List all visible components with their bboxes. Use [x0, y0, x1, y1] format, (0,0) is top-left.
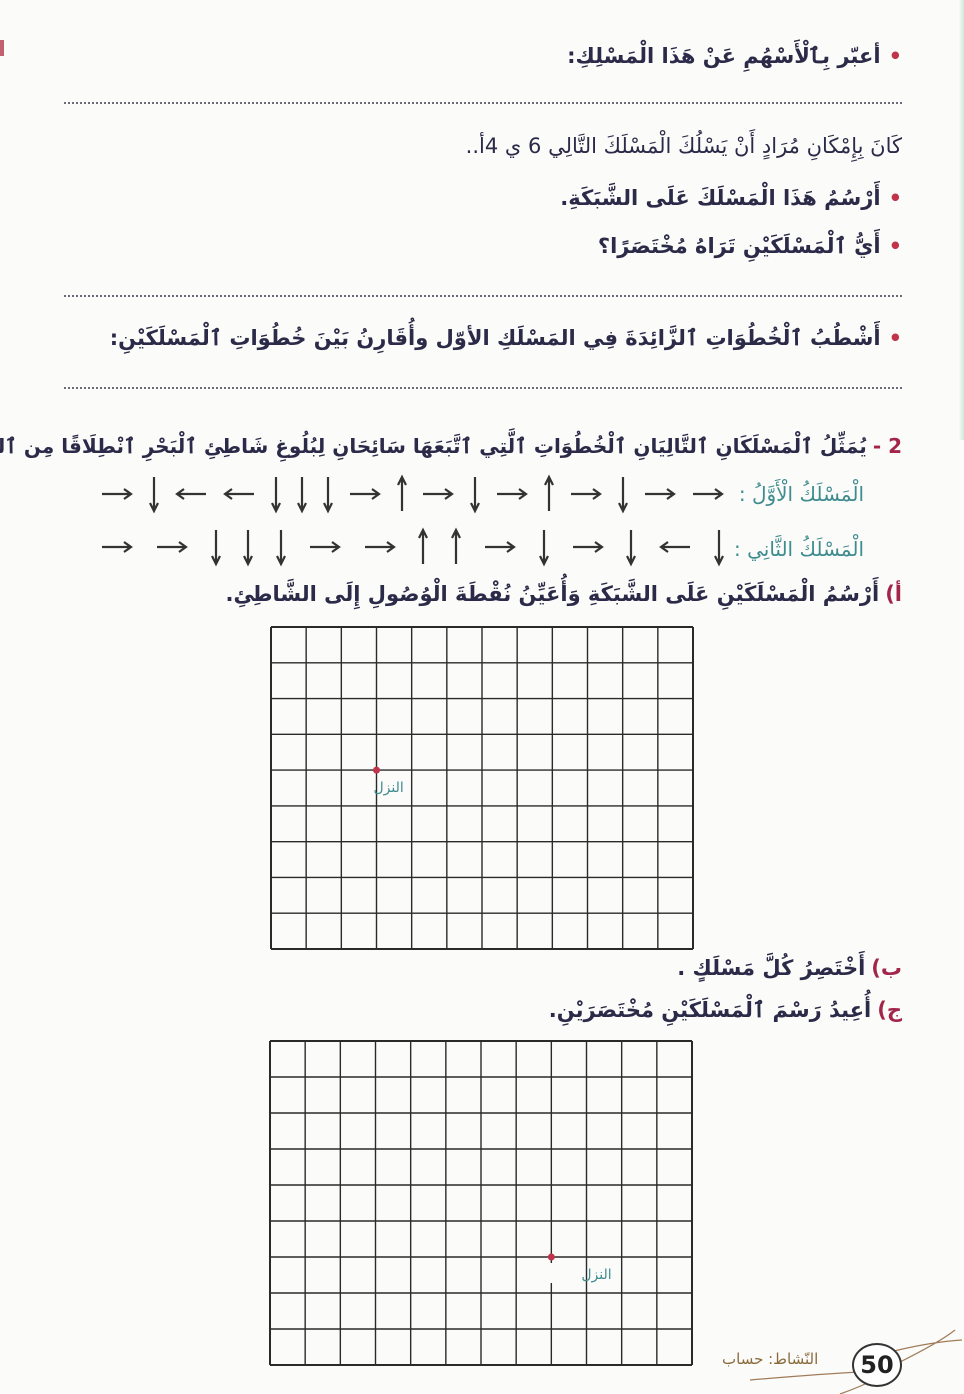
- arrow-right-icon: [309, 541, 341, 553]
- page-edge-tab: [958, 0, 964, 440]
- start-point-dot: [547, 1253, 555, 1261]
- path2-arrows: [100, 527, 725, 567]
- start-label: النزل: [581, 1267, 611, 1283]
- part-text: أَخْتَصِرُ كُلَّ مَسْلَكٍ .: [677, 956, 866, 980]
- answer-line[interactable]: [64, 102, 902, 104]
- bullet-icon: •: [888, 186, 902, 210]
- label-background: [550, 1263, 583, 1283]
- path1-label: الْمَسْلَكُ الْأَوَّلُ :: [738, 482, 864, 506]
- instruction-express-arrows: • أعبّر بِٱلْأَسْهُمِ عَنْ هَذَا الْمَسْل…: [567, 44, 902, 68]
- arrow-right-icon: [693, 488, 724, 500]
- arrow-down-icon: [270, 477, 281, 514]
- part-text: أَرْسُمُ الْمَسْلَكَيْنِ عَلَى الشَّبَكَ…: [225, 582, 880, 606]
- answer-line[interactable]: [64, 295, 902, 297]
- activity-label: النّشاط: حساب: [722, 1350, 819, 1368]
- intro-text: كَانَ بِإِمْكَانِ مُرَادٍ أَنْ يَسْلُكَ …: [465, 134, 902, 158]
- part-b: ب)أَخْتَصِرُ كُلَّ مَسْلَكٍ .: [677, 956, 902, 980]
- footer-decoration: [749, 1329, 963, 1394]
- part-c: ج)أُعِيدُ رَسْمَ ٱلْمَسْلَكَيْنِ مُخْتَص…: [549, 998, 902, 1022]
- instruction-text: أَيُّ ٱلْمَسْلَكَيْنِ تَرَاهُ مُخْتَصَرً…: [597, 234, 881, 258]
- arrow-down-icon: [296, 477, 307, 514]
- grid-1[interactable]: النزل: [270, 626, 694, 950]
- start-label: النزل: [374, 780, 404, 796]
- arrow-down-icon: [148, 477, 159, 514]
- arrow-down-icon: [276, 530, 287, 567]
- arrow-up-icon: [544, 474, 555, 511]
- bullet-icon: •: [888, 44, 902, 68]
- question-text: يُمَثِّلُ ٱلْمَسْلَكَانِ ٱلتَّالِيَانِ ٱ…: [0, 434, 867, 458]
- label-background: [342, 776, 375, 797]
- bullet-icon: •: [888, 234, 902, 258]
- arrow-right-icon: [102, 488, 133, 500]
- instruction-cross-out: • أَشْطُبُ ٱلْخُطُوَاتِ ٱلزَّائِدَةَ فِي …: [110, 326, 902, 350]
- instruction-text: أَرْسُمُ هَذَا الْمَسْلَكَ عَلَى الشَّبَ…: [560, 186, 881, 210]
- part-marker: ب): [871, 956, 902, 980]
- arrow-left-icon: [222, 488, 254, 500]
- arrow-right-icon: [364, 541, 396, 553]
- part-text: أُعِيدُ رَسْمَ ٱلْمَسْلَكَيْنِ مُخْتَصَر…: [548, 998, 872, 1022]
- arrow-down-icon: [322, 477, 333, 514]
- arrow-right-icon: [497, 488, 529, 500]
- instruction-text: أَشْطُبُ ٱلْخُطُوَاتِ ٱلزَّائِدَةَ فِي ا…: [109, 326, 881, 350]
- page-edge-mark: [0, 40, 4, 56]
- arrow-right-icon: [423, 488, 455, 500]
- arrow-down-icon: [538, 530, 549, 567]
- arrow-right-icon: [571, 488, 603, 500]
- arrow-left-icon: [659, 541, 691, 553]
- part-marker: أ): [885, 582, 902, 606]
- question-number: 2 -: [872, 434, 902, 458]
- instruction-which-shorter: • أَيُّ ٱلْمَسْلَكَيْنِ تَرَاهُ مُخْتَصَر…: [598, 234, 902, 258]
- instruction-text: أعبّر بِٱلْأَسْهُمِ عَنْ هَذَا الْمَسْلِ…: [567, 44, 881, 68]
- page-number: 50: [852, 1343, 902, 1387]
- grid-2[interactable]: النزل: [269, 1040, 693, 1366]
- arrow-down-icon: [243, 530, 254, 567]
- arrow-up-icon: [418, 527, 429, 564]
- arrow-left-icon: [174, 488, 206, 500]
- path1-arrows: [100, 474, 725, 514]
- arrow-down-icon: [626, 530, 637, 567]
- answer-line[interactable]: [64, 387, 902, 389]
- arrow-up-icon: [451, 527, 462, 564]
- arrow-right-icon: [156, 541, 188, 553]
- arrow-down-icon: [470, 477, 481, 514]
- question-2: 2 -يُمَثِّلُ ٱلْمَسْلَكَانِ ٱلتَّالِيَان…: [0, 434, 902, 458]
- instruction-draw: • أَرْسُمُ هَذَا الْمَسْلَكَ عَلَى الشَّب…: [560, 186, 902, 210]
- path2-label: الْمَسْلَكُ الثَّانِي :: [734, 537, 864, 561]
- arrow-up-icon: [396, 474, 407, 511]
- part-a: أ)أَرْسُمُ الْمَسْلَكَيْنِ عَلَى الشَّبَ…: [226, 582, 902, 606]
- arrow-right-icon: [572, 541, 604, 553]
- arrow-right-icon: [102, 541, 133, 553]
- arrow-right-icon: [645, 488, 676, 500]
- arrow-down-icon: [210, 530, 221, 567]
- bullet-icon: •: [888, 326, 902, 350]
- start-point-dot: [373, 766, 380, 774]
- arrow-down-icon: [618, 477, 629, 514]
- part-marker: ج): [877, 998, 902, 1022]
- arrow-right-icon: [485, 541, 516, 553]
- arrow-right-icon: [349, 488, 381, 500]
- arrow-down-icon: [713, 530, 724, 567]
